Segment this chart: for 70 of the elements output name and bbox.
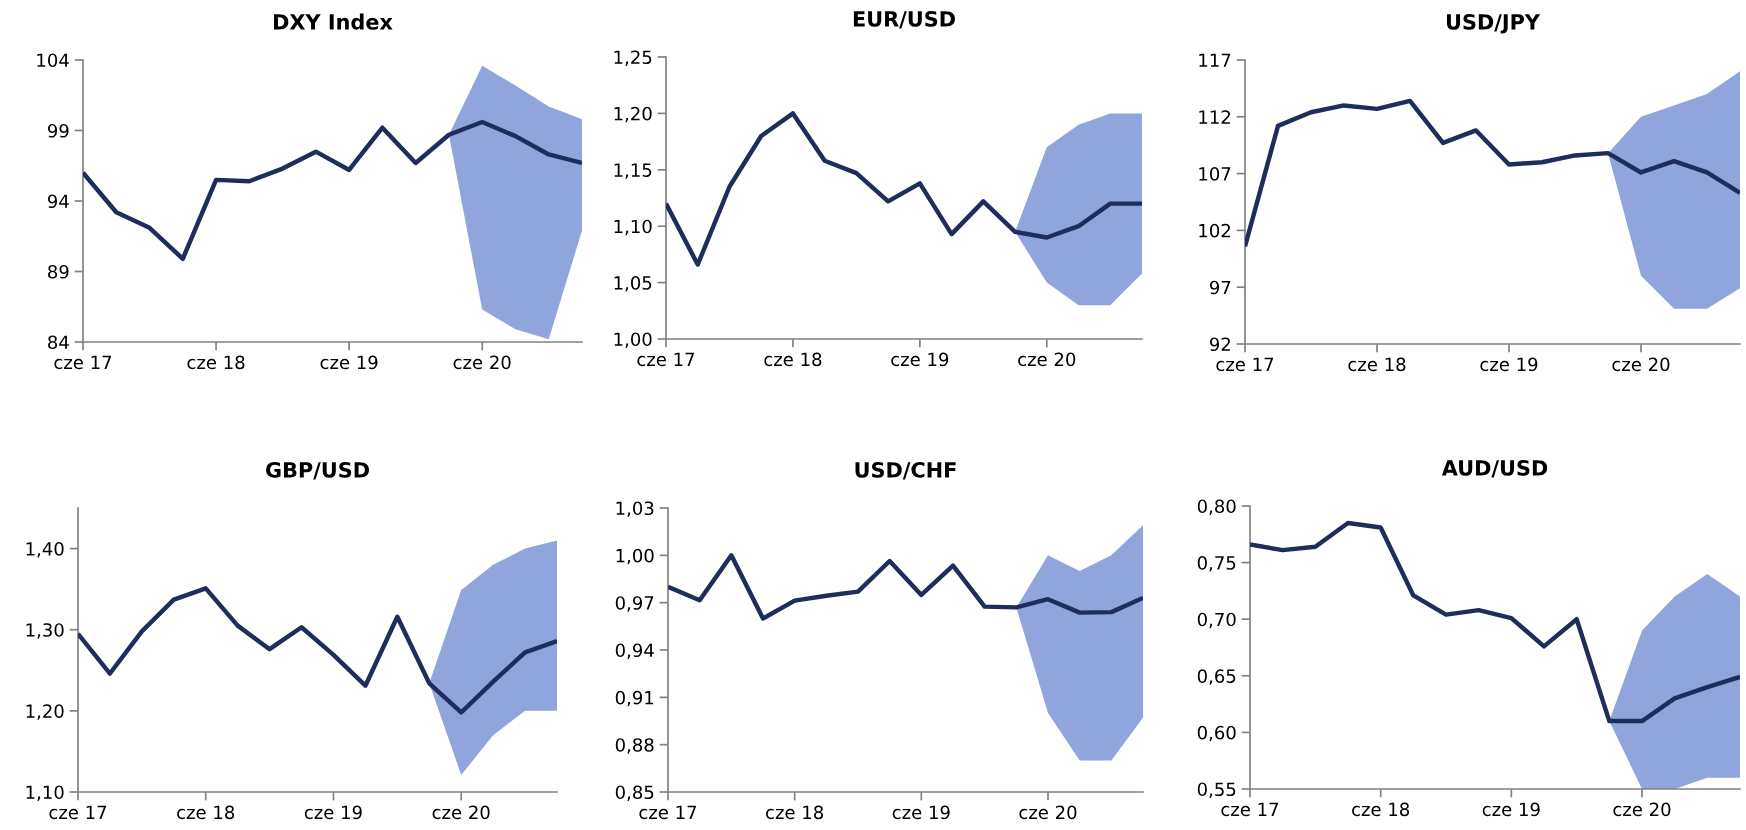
x-tick-label: cze 18	[187, 355, 245, 370]
line-series	[78, 586, 557, 715]
y-tick-label: 89	[48, 264, 69, 279]
y-tick-label: 1,00	[614, 332, 652, 348]
y-tick-label: 0,91	[615, 690, 654, 707]
y-tick-label: 107	[1199, 167, 1231, 181]
y-tick-label: 1,05	[614, 276, 652, 292]
y-tick-label: 1,30	[26, 623, 64, 639]
x-tick-label: cze 18	[766, 805, 824, 820]
y-tick-label: 0,75	[1197, 556, 1236, 572]
y-tick-label: 0,70	[1197, 612, 1236, 629]
x-tick-label: cze 20	[1019, 805, 1077, 820]
x-tick-label: cze 20	[432, 805, 490, 820]
y-tick-label: 92	[1209, 337, 1230, 352]
y-tick-label: 0,88	[615, 738, 654, 754]
x-tick-label: cze 20	[453, 355, 511, 370]
y-tick-label: 94	[47, 194, 69, 209]
x-tick-label: cze 19	[320, 355, 378, 370]
y-tick-label: 0,97	[615, 596, 654, 612]
y-tick-label: 1,03	[616, 501, 654, 517]
y-tick-label: 1,10	[614, 219, 652, 236]
x-tick-label: cze 20	[1018, 352, 1076, 367]
line-series	[83, 119, 582, 262]
line-series	[1245, 98, 1740, 249]
x-tick-label: cze 19	[892, 805, 950, 820]
x-tick-label: cze 18	[1352, 802, 1410, 817]
chart-title: USD/JPY	[1446, 13, 1541, 34]
x-tick-label: cze 17	[1221, 802, 1279, 817]
x-tick-label: cze 17	[54, 355, 112, 370]
y-tick-label: 1,00	[616, 548, 654, 565]
line-series	[668, 553, 1143, 621]
x-tick-label: cze 18	[764, 352, 822, 367]
chart-title: EUR/USD	[853, 10, 955, 29]
y-tick-label: 99	[47, 123, 69, 138]
y-tick-label: 0,80	[1197, 499, 1236, 515]
y-tick-label: 1,20	[614, 106, 652, 123]
x-tick-label: cze 17	[637, 352, 695, 367]
chart-title: DXY Index	[274, 13, 393, 30]
x-tick-label: cze 18	[177, 805, 235, 820]
x-tick-label: cze 19	[304, 805, 362, 820]
x-tick-label: cze 18	[1348, 357, 1406, 372]
y-tick-label: 1,10	[26, 785, 64, 801]
y-tick-label: 102	[1199, 223, 1230, 238]
x-tick-label: cze 20	[1613, 802, 1671, 817]
y-tick-label: 1,25	[614, 50, 652, 66]
y-tick-label: 97	[1209, 280, 1231, 295]
y-tick-label: 84	[48, 335, 69, 350]
x-tick-label: cze 19	[891, 352, 949, 367]
y-tick-label: 112	[1199, 110, 1230, 124]
y-tick-label: 0,85	[615, 785, 654, 801]
x-tick-label: cze 17	[1216, 357, 1274, 372]
x-tick-label: cze 17	[49, 805, 107, 820]
y-tick-label: 1,20	[26, 704, 64, 720]
x-tick-label: cze 19	[1482, 802, 1540, 817]
y-tick-label: 104	[37, 53, 69, 68]
y-tick-label: 0,60	[1197, 725, 1236, 742]
y-tick-label: 1,15	[614, 163, 652, 179]
line-series	[666, 111, 1142, 267]
x-tick-label: cze 17	[639, 805, 697, 820]
y-tick-label: 1,40	[26, 542, 64, 558]
chart-title: USD/CHF	[855, 461, 956, 480]
y-tick-label: 0,55	[1197, 782, 1236, 798]
line-series	[1250, 520, 1740, 724]
y-tick-label: 0,94	[615, 643, 654, 659]
y-tick-label: 117	[1199, 53, 1231, 67]
chart-title: GBP/USD	[266, 461, 369, 480]
chart-title: AUD/USD	[1441, 459, 1548, 478]
x-tick-label: cze 20	[1612, 357, 1670, 372]
x-tick-label: cze 19	[1480, 357, 1538, 372]
y-tick-label: 0,65	[1197, 669, 1236, 685]
